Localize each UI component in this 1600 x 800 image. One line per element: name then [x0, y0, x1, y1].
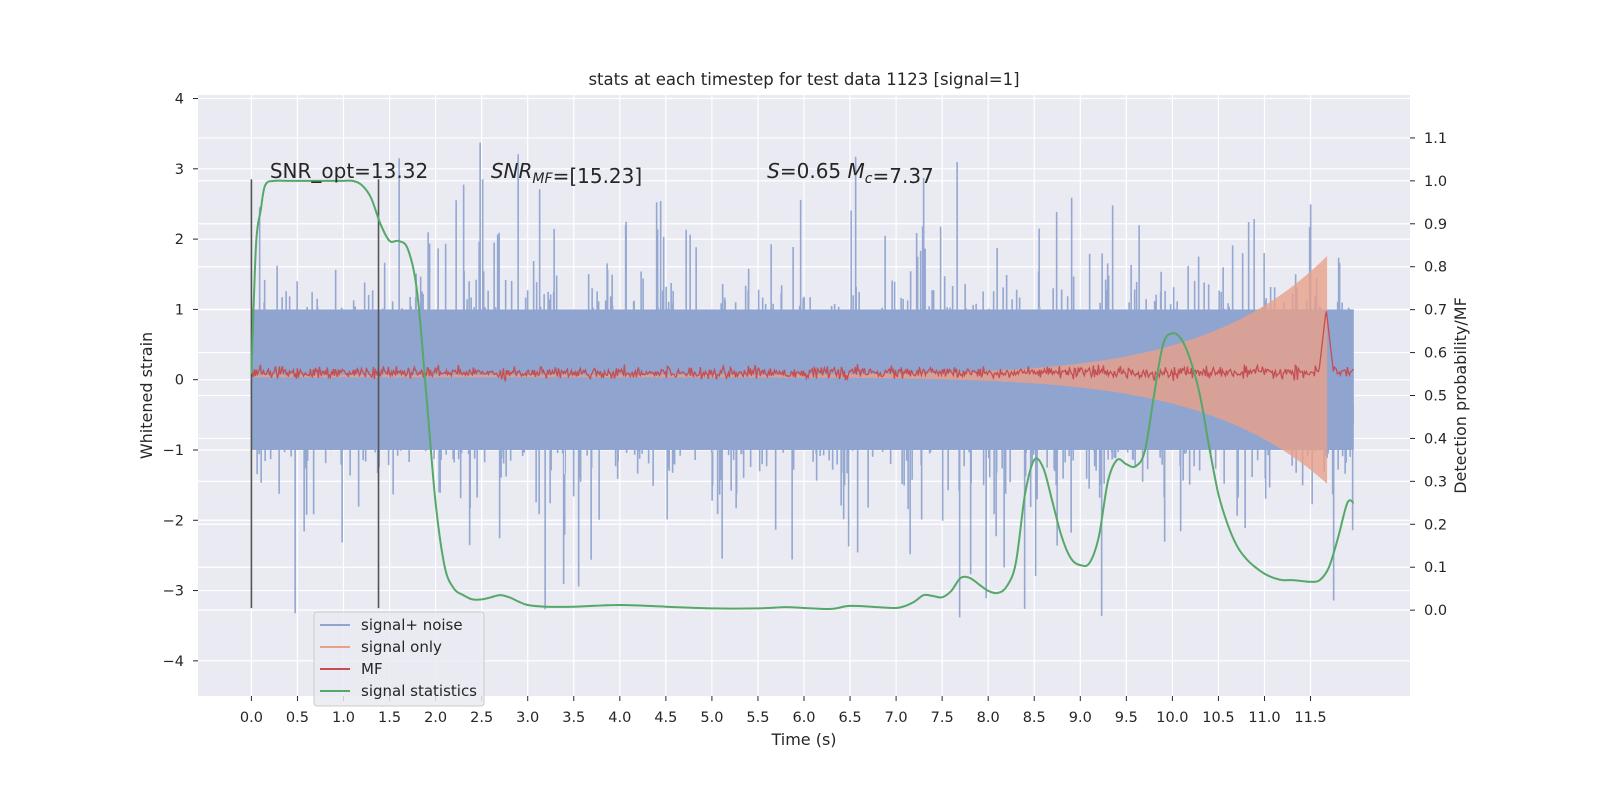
- y-left-tick-label: −1: [163, 443, 184, 459]
- legend: signal+ noise signal only MF signal statist…: [313, 611, 485, 707]
- x-tick-label: 5.0: [700, 710, 723, 726]
- series-signal-only: [251, 256, 1328, 484]
- legend-label: signal only: [361, 638, 442, 656]
- y-left-tick-label: −2: [163, 513, 184, 529]
- y-right-tick-label: 0.5: [1424, 389, 1447, 405]
- y-right-tick-label: 0.7: [1424, 303, 1447, 319]
- y-right-tick-label: 1.0: [1424, 174, 1447, 190]
- x-tick-label: 11.0: [1248, 710, 1280, 726]
- x-tick-label: 6.0: [792, 710, 815, 726]
- y-right-axis-ticks: 0.0 0.1 0.2 0.3 0.4 0.5 0.6 0.7 0.8 0.9 1.0 1.1: [1410, 131, 1447, 619]
- x-tick-label: 8.0: [977, 710, 1000, 726]
- annotation-part: S: [767, 159, 780, 183]
- mf-trace: [250, 311, 1354, 383]
- y-left-axis-title: Whitened strain: [137, 332, 156, 459]
- y-left-tick-label: 1: [175, 302, 184, 318]
- y-right-tick-label: 1.1: [1424, 131, 1447, 147]
- annotation-1: SNRMF=[15.23]: [491, 159, 642, 188]
- x-tick-label: 7.0: [885, 710, 908, 726]
- annotation-part: =0.65: [780, 159, 848, 183]
- x-tick-label: 6.5: [839, 710, 862, 726]
- x-tick-label: 3.5: [562, 710, 585, 726]
- annotation-part: =[15.23]: [553, 164, 643, 188]
- y-left-axis-ticks: −4 −3 −2 −1 0 1 2 3 4: [163, 92, 198, 670]
- x-tick-label: 7.5: [931, 710, 954, 726]
- annotation-part: M: [848, 159, 865, 183]
- annotation-part: =7.37: [872, 164, 933, 188]
- legend-label: signal statistics: [361, 682, 477, 700]
- y-right-tick-label: 0.6: [1424, 346, 1447, 362]
- signal-only-envelope: [251, 256, 1328, 484]
- x-tick-label: 11.5: [1294, 710, 1326, 726]
- y-left-tick-label: 2: [175, 232, 184, 248]
- x-tick-label: 9.5: [1115, 710, 1138, 726]
- legend-box: [313, 611, 485, 707]
- x-tick-label: 3.0: [516, 710, 539, 726]
- y-right-tick-label: 0.1: [1424, 560, 1447, 576]
- annotation-2: S=0.65 Mc=7.37: [767, 159, 934, 188]
- y-right-axis-title: Detection probability/MF: [1451, 297, 1470, 494]
- annotation-0: SNR_opt=13.32: [270, 159, 428, 183]
- x-tick-label: 0.5: [286, 710, 309, 726]
- x-axis-ticks: 0.0 0.5 1.0 1.5 2.0 2.5 3.0 3.5 4.0 4.5 5.0 5.5 6.0 6…: [240, 696, 1327, 726]
- legend-label: MF: [361, 660, 383, 678]
- x-tick-label: 2.5: [470, 710, 493, 726]
- x-tick-label: 8.5: [1023, 710, 1046, 726]
- signal-statistics-line: [250, 179, 1355, 610]
- x-tick-label: 9.0: [1069, 710, 1092, 726]
- series-mf: [250, 311, 1354, 383]
- x-tick-label: 4.0: [608, 710, 631, 726]
- annotation-part: SNR: [491, 159, 533, 183]
- legend-items: signal+ noise signal only MF signal statist…: [320, 616, 477, 700]
- x-tick-label: 10.5: [1202, 710, 1234, 726]
- x-tick-label: 1.0: [332, 710, 355, 726]
- x-tick-label: 0.0: [240, 710, 263, 726]
- y-right-tick-label: 0.4: [1424, 431, 1447, 447]
- y-left-tick-label: 4: [175, 92, 184, 108]
- annotations: SNR_opt=13.32 SNRMF=[15.23] S=0.65 Mc=7.37: [270, 159, 934, 188]
- y-left-tick-label: 0: [175, 373, 184, 389]
- y-left-tick-label: −4: [163, 654, 184, 670]
- y-right-tick-label: 0.3: [1424, 474, 1447, 490]
- y-left-tick-label: 3: [175, 162, 184, 178]
- y-left-tick-label: −3: [163, 584, 184, 600]
- annotation-part: MF: [532, 171, 553, 187]
- y-right-tick-label: 0.9: [1424, 217, 1447, 233]
- x-tick-label: 10.0: [1156, 710, 1188, 726]
- y-right-tick-label: 0.8: [1424, 260, 1447, 276]
- legend-label: signal+ noise: [361, 616, 463, 634]
- x-tick-label: 4.5: [654, 710, 677, 726]
- x-axis-title: Time (s): [770, 730, 836, 749]
- annotation-part: SNR_opt=13.32: [270, 159, 428, 183]
- y-right-tick-label: 0.2: [1424, 517, 1447, 533]
- series-signal-statistics: [250, 179, 1355, 610]
- vertical-markers: [250, 179, 380, 609]
- x-tick-label: 5.5: [746, 710, 769, 726]
- x-tick-label: 1.5: [378, 710, 401, 726]
- x-tick-label: 2.0: [424, 710, 447, 726]
- y-right-tick-label: 0.0: [1424, 603, 1447, 619]
- annotation-part: c: [865, 171, 873, 187]
- chart-title: stats at each timestep for test data 112…: [588, 70, 1019, 89]
